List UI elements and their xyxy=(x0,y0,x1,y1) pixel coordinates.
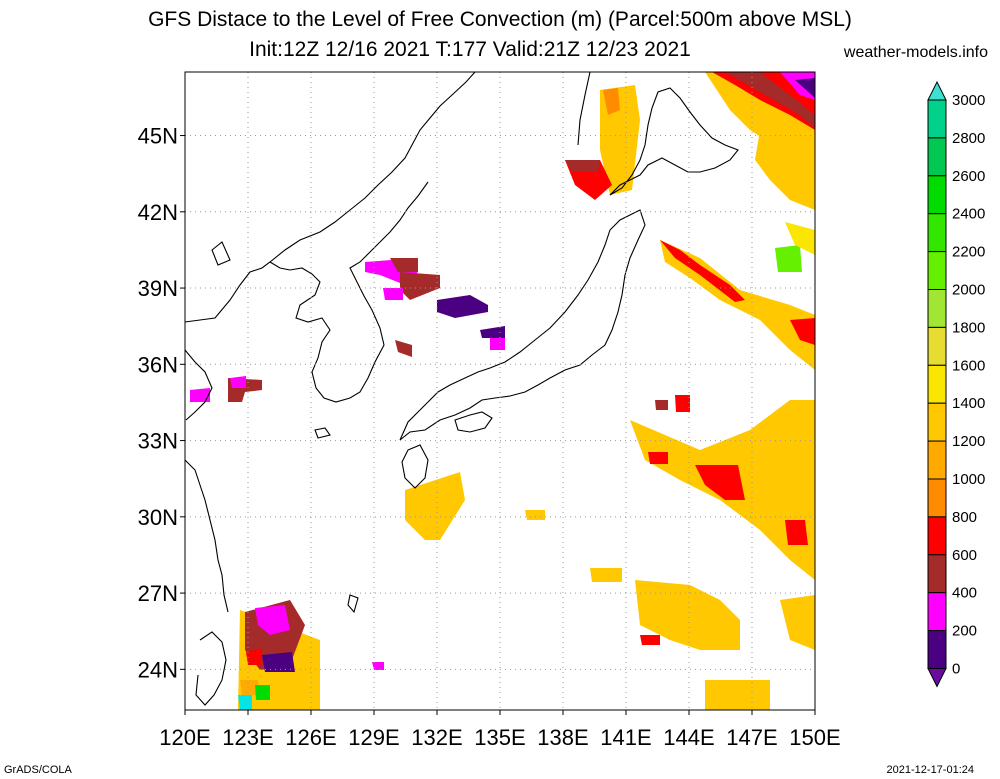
longitude-label: 150E xyxy=(789,725,840,750)
colorbar-label: 1400 xyxy=(952,395,985,412)
latitude-label: 45N xyxy=(138,124,178,149)
map-subtitle: Init:12Z 12/16 2021 T:177 Valid:21Z 12/2… xyxy=(249,38,691,61)
lfc-shading xyxy=(190,72,815,710)
latitude-label: 24N xyxy=(138,657,178,682)
colorbar-swatch xyxy=(927,213,947,253)
longitude-label: 129E xyxy=(348,725,399,750)
colorbar-label: 3000 xyxy=(952,92,985,109)
coastlines xyxy=(184,71,739,706)
colorbar-swatch xyxy=(927,440,947,480)
latitude-label: 42N xyxy=(138,200,178,225)
longitude-label: 132E xyxy=(411,725,462,750)
footer-timestamp: 2021-12-17-01:24 xyxy=(886,764,974,776)
colorbar-swatch xyxy=(927,175,947,215)
colorbar-swatch xyxy=(927,251,947,291)
longitude-label: 135E xyxy=(474,725,525,750)
colorbar-swatch xyxy=(927,516,947,556)
longitude-label: 123E xyxy=(222,725,273,750)
longitude-label: 138E xyxy=(537,725,588,750)
longitude-label: 144E xyxy=(663,725,714,750)
colorbar-swatch xyxy=(927,592,947,632)
colorbar-label: 1600 xyxy=(952,357,985,374)
colorbar: 3000280026002400220020001800160014001200… xyxy=(927,80,985,688)
colorbar-label: 2000 xyxy=(952,282,985,299)
colorbar-swatch xyxy=(927,402,947,442)
colorbar-label: 1800 xyxy=(952,319,985,336)
colorbar-swatch xyxy=(927,554,947,594)
latitude-label: 27N xyxy=(138,581,178,606)
footer-software: GrADS/COLA xyxy=(4,764,72,776)
colorbar-bottom-arrow xyxy=(927,668,947,688)
map-title: GFS Distace to the Level of Free Convect… xyxy=(148,8,852,31)
colorbar-label: 2400 xyxy=(952,206,985,223)
longitude-labels: 120E 123E 126E 129E 132E 135E 138E 141E 144E 147E… xyxy=(159,710,841,750)
colorbar-label: 200 xyxy=(952,623,977,640)
latitude-label: 39N xyxy=(138,276,178,301)
colorbar-swatch xyxy=(927,99,947,139)
colorbar-swatch xyxy=(927,630,947,669)
colorbar-label: 0 xyxy=(952,661,960,678)
colorbar-swatch xyxy=(927,364,947,404)
colorbar-label: 1200 xyxy=(952,433,985,450)
colorbar-label: 1000 xyxy=(952,471,985,488)
site-credit[interactable]: weather-models.info xyxy=(843,44,988,61)
latitude-label: 36N xyxy=(138,352,178,377)
colorbar-label: 800 xyxy=(952,509,977,526)
latitude-label: 33N xyxy=(138,429,178,454)
graticule xyxy=(184,72,816,710)
colorbar-swatch xyxy=(927,478,947,518)
colorbar-label: 2600 xyxy=(952,168,985,185)
longitude-label: 147E xyxy=(726,725,777,750)
colorbar-swatch xyxy=(927,289,947,328)
colorbar-label: 400 xyxy=(952,585,977,602)
longitude-label: 126E xyxy=(285,725,336,750)
colorbar-top-arrow xyxy=(927,80,947,101)
colorbar-swatch xyxy=(927,326,947,366)
colorbar-label: 2800 xyxy=(952,130,985,147)
latitude-labels: 45N 42N 39N 36N 33N 30N 27N 24N xyxy=(138,124,185,682)
colorbar-label: 600 xyxy=(952,547,977,564)
longitude-label: 120E xyxy=(159,725,210,750)
longitude-label: 141E xyxy=(600,725,651,750)
latitude-label: 30N xyxy=(138,505,178,530)
colorbar-swatch xyxy=(927,137,947,177)
colorbar-label: 2200 xyxy=(952,244,985,261)
